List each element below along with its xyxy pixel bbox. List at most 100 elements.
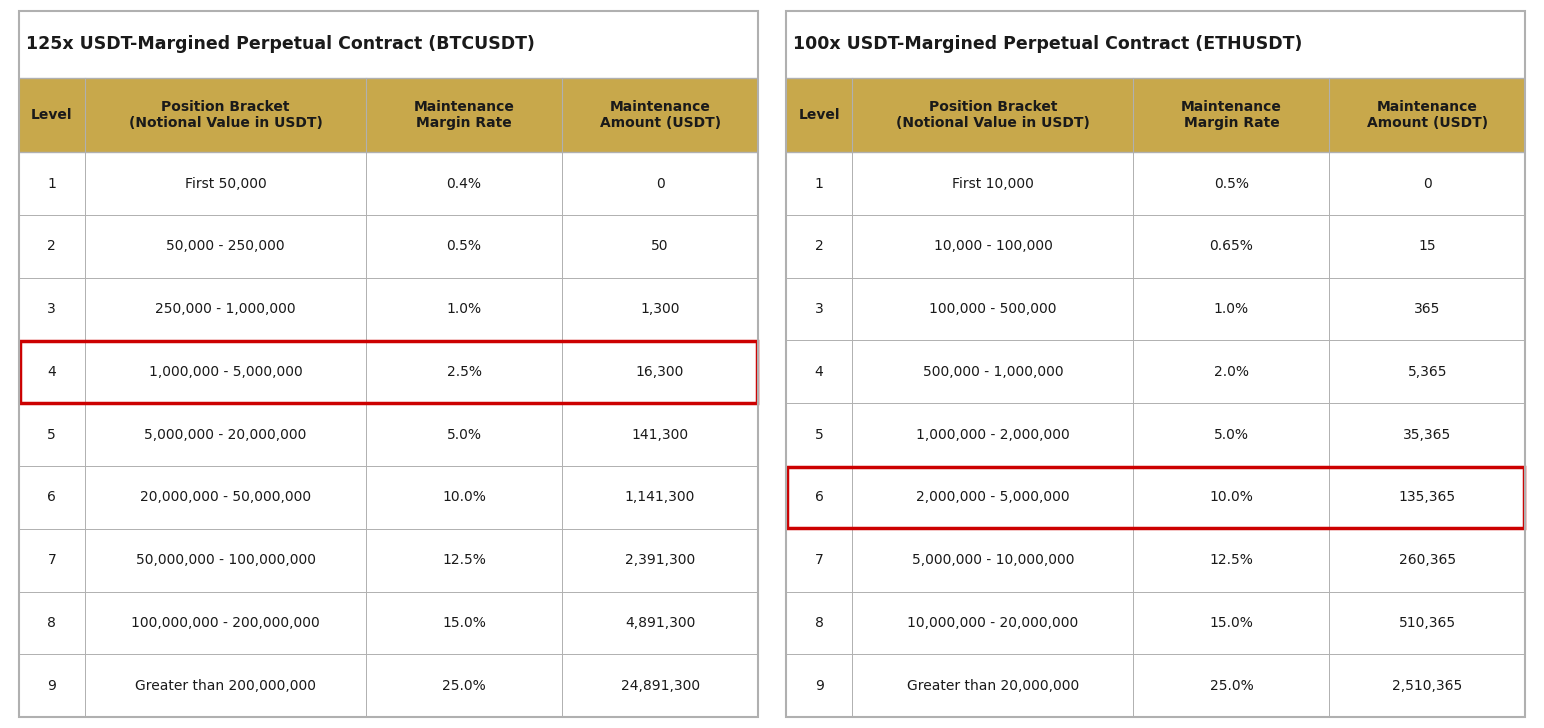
Text: 100,000,000 - 200,000,000: 100,000,000 - 200,000,000 xyxy=(131,616,320,630)
Bar xyxy=(786,466,1525,529)
Bar xyxy=(852,78,1133,152)
Text: 510,365: 510,365 xyxy=(1399,616,1456,630)
Text: 0: 0 xyxy=(656,176,664,191)
Text: 10.0%: 10.0% xyxy=(442,491,486,505)
Bar xyxy=(19,592,758,654)
Text: 2,510,365: 2,510,365 xyxy=(1393,678,1462,693)
Bar xyxy=(19,529,758,592)
Text: 9: 9 xyxy=(48,678,56,693)
Text: 5.0%: 5.0% xyxy=(446,427,482,442)
Text: 0.65%: 0.65% xyxy=(1209,240,1254,253)
Text: 12.5%: 12.5% xyxy=(1209,553,1254,567)
Text: Maintenance
Margin Rate: Maintenance Margin Rate xyxy=(1181,100,1282,130)
Bar xyxy=(366,78,562,152)
Text: Position Bracket
(Notional Value in USDT): Position Bracket (Notional Value in USDT… xyxy=(128,100,323,130)
Text: 0.5%: 0.5% xyxy=(1214,176,1249,191)
Text: 125x USDT-Margined Perpetual Contract (BTCUSDT): 125x USDT-Margined Perpetual Contract (B… xyxy=(26,36,534,53)
Bar xyxy=(19,215,758,277)
Text: 50: 50 xyxy=(652,240,669,253)
Text: 1,000,000 - 2,000,000: 1,000,000 - 2,000,000 xyxy=(916,427,1070,442)
Bar xyxy=(19,152,758,215)
Text: 3: 3 xyxy=(815,302,823,316)
Bar xyxy=(786,403,1525,466)
Text: 4: 4 xyxy=(815,365,823,379)
Text: 5.0%: 5.0% xyxy=(1214,427,1249,442)
Text: 5: 5 xyxy=(815,427,823,442)
Text: 1,300: 1,300 xyxy=(641,302,679,316)
Text: 16,300: 16,300 xyxy=(636,365,684,379)
Text: 100,000 - 500,000: 100,000 - 500,000 xyxy=(929,302,1056,316)
Bar xyxy=(787,467,1524,528)
Text: Greater than 200,000,000: Greater than 200,000,000 xyxy=(136,678,317,693)
Text: Maintenance
Amount (USDT): Maintenance Amount (USDT) xyxy=(599,100,721,130)
Text: 10,000 - 100,000: 10,000 - 100,000 xyxy=(934,240,1053,253)
Text: 5,000,000 - 20,000,000: 5,000,000 - 20,000,000 xyxy=(145,427,307,442)
Bar xyxy=(19,403,758,466)
Bar xyxy=(786,529,1525,592)
Text: 1.0%: 1.0% xyxy=(1214,302,1249,316)
Bar xyxy=(19,277,758,341)
Text: 12.5%: 12.5% xyxy=(442,553,486,567)
Text: 9: 9 xyxy=(815,678,823,693)
Bar xyxy=(786,277,1525,341)
Text: 35,365: 35,365 xyxy=(1403,427,1451,442)
Text: 0.5%: 0.5% xyxy=(446,240,482,253)
Text: 2.0%: 2.0% xyxy=(1214,365,1249,379)
Text: 5,365: 5,365 xyxy=(1408,365,1447,379)
Text: Level: Level xyxy=(798,108,840,122)
Text: 25.0%: 25.0% xyxy=(1209,678,1254,693)
Bar xyxy=(1133,78,1329,152)
Text: 8: 8 xyxy=(48,616,56,630)
Bar xyxy=(19,11,758,78)
Text: 2.5%: 2.5% xyxy=(446,365,482,379)
Text: 0.4%: 0.4% xyxy=(446,176,482,191)
Bar xyxy=(562,78,758,152)
Bar xyxy=(19,341,758,403)
Bar xyxy=(1329,78,1525,152)
Bar xyxy=(786,152,1525,215)
Text: 10.0%: 10.0% xyxy=(1209,491,1254,505)
Text: 5,000,000 - 10,000,000: 5,000,000 - 10,000,000 xyxy=(911,553,1075,567)
Bar xyxy=(85,78,366,152)
Text: Position Bracket
(Notional Value in USDT): Position Bracket (Notional Value in USDT… xyxy=(896,100,1090,130)
Text: Level: Level xyxy=(31,108,73,122)
Text: 1.0%: 1.0% xyxy=(446,302,482,316)
Text: 100x USDT-Margined Perpetual Contract (ETHUSDT): 100x USDT-Margined Perpetual Contract (E… xyxy=(794,36,1303,53)
Bar xyxy=(786,11,1525,78)
Text: 2: 2 xyxy=(815,240,823,253)
Bar xyxy=(786,78,852,152)
Bar xyxy=(786,341,1525,403)
Bar xyxy=(20,341,757,403)
Text: 1: 1 xyxy=(815,176,823,191)
Text: Greater than 20,000,000: Greater than 20,000,000 xyxy=(906,678,1079,693)
Text: 7: 7 xyxy=(815,553,823,567)
Text: 50,000 - 250,000: 50,000 - 250,000 xyxy=(167,240,286,253)
Bar xyxy=(786,654,1525,717)
Text: 365: 365 xyxy=(1414,302,1441,316)
Text: 15.0%: 15.0% xyxy=(442,616,486,630)
Bar xyxy=(19,654,758,717)
Text: 4,891,300: 4,891,300 xyxy=(625,616,695,630)
Bar xyxy=(19,466,758,529)
Text: 6: 6 xyxy=(48,491,56,505)
Text: First 50,000: First 50,000 xyxy=(185,176,267,191)
Text: 4: 4 xyxy=(48,365,56,379)
Bar xyxy=(19,78,85,152)
Text: 135,365: 135,365 xyxy=(1399,491,1456,505)
Text: First 10,000: First 10,000 xyxy=(953,176,1034,191)
Text: 24,891,300: 24,891,300 xyxy=(621,678,699,693)
Text: 20,000,000 - 50,000,000: 20,000,000 - 50,000,000 xyxy=(141,491,312,505)
Text: 1,141,300: 1,141,300 xyxy=(625,491,695,505)
Text: 15: 15 xyxy=(1419,240,1436,253)
Text: 500,000 - 1,000,000: 500,000 - 1,000,000 xyxy=(923,365,1064,379)
Text: 7: 7 xyxy=(48,553,56,567)
Text: Maintenance
Amount (USDT): Maintenance Amount (USDT) xyxy=(1366,100,1488,130)
Text: 1: 1 xyxy=(48,176,56,191)
Text: 25.0%: 25.0% xyxy=(442,678,486,693)
Text: 10,000,000 - 20,000,000: 10,000,000 - 20,000,000 xyxy=(908,616,1079,630)
Text: 141,300: 141,300 xyxy=(631,427,689,442)
Text: 2: 2 xyxy=(48,240,56,253)
Text: 3: 3 xyxy=(48,302,56,316)
Text: 1,000,000 - 5,000,000: 1,000,000 - 5,000,000 xyxy=(148,365,303,379)
Text: Maintenance
Margin Rate: Maintenance Margin Rate xyxy=(414,100,514,130)
